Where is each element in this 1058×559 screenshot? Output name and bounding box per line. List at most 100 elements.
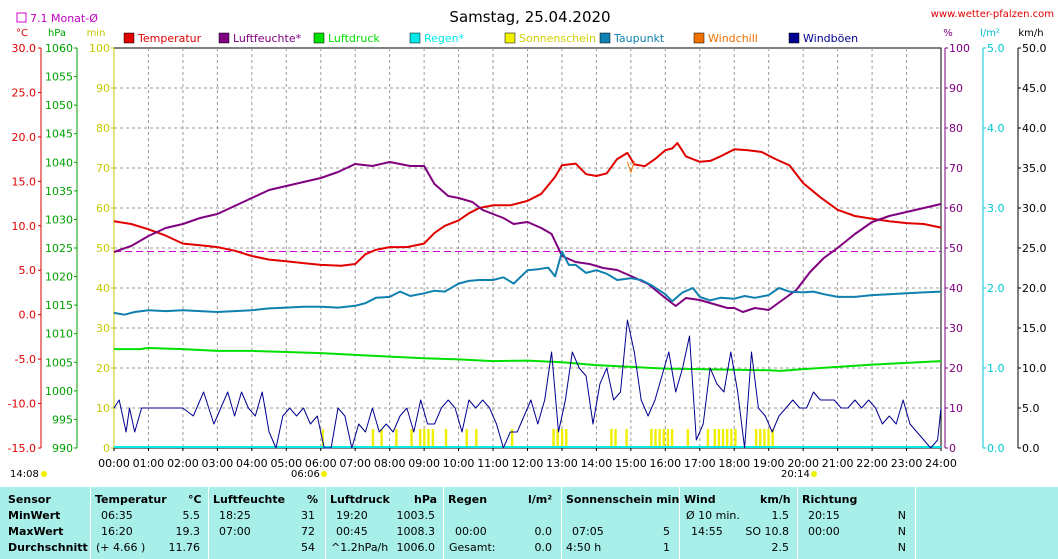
legend-swatch <box>788 32 800 44</box>
stats-press-time: 00:45 <box>336 525 368 538</box>
minutes-tick-label: 100 <box>89 42 110 55</box>
x-tick-label: 05:00 <box>270 457 302 470</box>
sunshine-bar <box>565 429 568 448</box>
stats-sun-val: 5 <box>663 525 670 538</box>
stats-press-time: 19:20 <box>336 509 368 522</box>
wind-tick-label: 50.0 <box>1022 42 1047 55</box>
humidity-tick-label: 60 <box>949 202 963 215</box>
x-tick-label: 16:00 <box>649 457 681 470</box>
start-marker-dot <box>41 471 47 477</box>
sunshine-bar <box>610 429 613 448</box>
wind-tick-label: 15.0 <box>1022 322 1047 335</box>
stats-wind-time: 14:55 <box>691 525 723 538</box>
sunshine-bar <box>706 429 710 448</box>
x-tick-label: 17:00 <box>684 457 716 470</box>
minutes-tick-label: 80 <box>96 122 110 135</box>
stats-hum-val: 72 <box>301 525 315 538</box>
sunshine-bar <box>552 429 555 448</box>
x-tick-label: 00:00 <box>98 457 130 470</box>
sunshine-bar <box>734 429 737 448</box>
temperature-tick-label: 0.0 <box>19 309 37 322</box>
stats-press-val: 1006.0 <box>396 541 436 554</box>
sunshine-bar <box>410 429 413 448</box>
humidity-tick-label: 30 <box>949 322 963 335</box>
sunshine-bar <box>658 429 661 448</box>
legend-label: Windchill <box>708 32 758 45</box>
pressure-tick-label: 1020 <box>45 271 73 284</box>
stats-header-sensor: Sensor <box>8 493 51 506</box>
sunshine-bar <box>560 429 564 448</box>
pressure-tick-label: 1060 <box>45 42 73 55</box>
rain-unit-label: l/m² <box>980 28 1000 39</box>
sunshine-bar <box>465 429 468 448</box>
x-tick-label: 06:00 <box>305 457 337 470</box>
stats-wind-val: 2.5 <box>771 541 790 554</box>
sunshine-bar <box>418 429 422 448</box>
pressure-unit-label: hPa <box>48 28 66 39</box>
sunshine-bar <box>686 429 690 448</box>
series-line-windböen <box>113 319 942 449</box>
sunshine-bar <box>670 429 674 448</box>
humidity-tick-label: 20 <box>949 362 963 375</box>
stats-hum-time: 18:25 <box>219 509 251 522</box>
rain-tick-label: 0.0 <box>987 442 1005 455</box>
pressure-tick-label: 990 <box>52 442 73 455</box>
sunshine-bar <box>371 429 375 448</box>
sunshine-bar <box>556 429 559 448</box>
pressure-tick-label: 1015 <box>45 299 73 312</box>
sunshine-bar <box>721 429 725 448</box>
temperature-tick-label: -5.0 <box>15 353 36 366</box>
stats-header-temperatur: Temperatur <box>95 493 167 506</box>
temperature-tick-label: 10.0 <box>12 220 37 233</box>
x-tick-label: 14:00 <box>581 457 613 470</box>
x-tick-label: 07:00 <box>339 457 371 470</box>
site-link[interactable]: www.wetter-pfalzen.com <box>931 9 1054 20</box>
stats-header-luftfeuchte: Luftfeuchte <box>213 493 286 506</box>
sunshine-bar <box>380 429 383 448</box>
pressure-tick-label: 1050 <box>45 99 73 112</box>
sunshine-bar <box>654 429 657 448</box>
stats-press-val: 1008.3 <box>396 525 436 538</box>
x-tick-label: 12:00 <box>512 457 544 470</box>
sunset-label: 20:14 <box>781 469 810 480</box>
minutes-tick-label: 90 <box>96 82 110 95</box>
stats-press-time: ^1.2hPa/h <box>331 541 389 554</box>
stats-header-richtung: Richtung <box>802 493 858 506</box>
minutes-tick-label: 10 <box>96 402 110 415</box>
legend-label: Taupunkt <box>613 32 665 45</box>
rain-tick-label: 4.0 <box>987 122 1005 135</box>
time-markers: 14:08 06:06 20:14 <box>10 469 817 480</box>
sunshine-bar <box>725 429 729 448</box>
sunshine-bar <box>431 429 435 448</box>
stats-wind-val: SO 10.8 <box>745 525 789 538</box>
humidity-tick-label: 10 <box>949 402 963 415</box>
legend-swatch <box>504 32 516 44</box>
x-tick-label: 15:00 <box>615 457 647 470</box>
legend-label: Luftdruck <box>328 32 380 45</box>
x-tick-label: 19:00 <box>753 457 785 470</box>
stats-dir-val: N <box>897 525 906 538</box>
legend-swatch <box>313 32 325 44</box>
stats-rain-val: 0.0 <box>534 541 553 554</box>
humidity-tick-label: 90 <box>949 82 963 95</box>
humidity-tick-label: 80 <box>949 122 963 135</box>
x-tick-label: 24:00 <box>925 457 957 470</box>
rain-tick-label: 5.0 <box>987 42 1005 55</box>
x-axis: 00:00 01:00 02:00 03:00 04:00 05:00 06:00 07:00… <box>98 448 957 470</box>
wind-tick-label: 20.0 <box>1022 282 1047 295</box>
stats-hum-val: 31 <box>301 509 315 522</box>
series-line-luftdruck <box>114 347 942 372</box>
rain-tick-label: 3.0 <box>987 202 1005 215</box>
legend-swatch <box>218 32 230 44</box>
pressure-tick-label: 1040 <box>45 156 73 169</box>
temp-unit-label: °C <box>16 28 28 39</box>
pressure-tick-label: 1025 <box>45 242 73 255</box>
minutes-tick-label: 70 <box>96 162 110 175</box>
stats-sun-time: 4:50 h <box>566 541 602 554</box>
temperature-tick-label: 30.0 <box>12 42 37 55</box>
legend-label: Temperatur <box>137 32 202 45</box>
grid <box>113 47 942 449</box>
series-line-temperatur <box>113 142 942 267</box>
minutes-tick-label: 50 <box>96 242 110 255</box>
stats-header-luftdruck: Luftdruck <box>330 493 390 506</box>
